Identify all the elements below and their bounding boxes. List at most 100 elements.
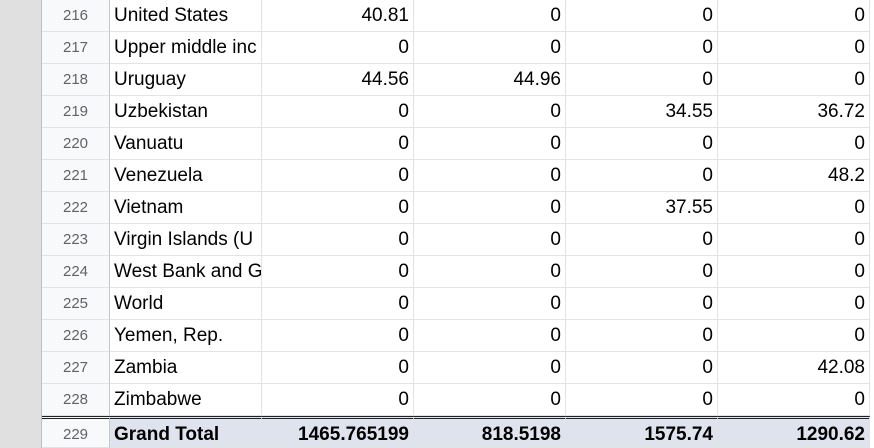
cell-value[interactable]: 44.96 [414,64,566,96]
table-row: 216 United States 40.81 0 0 0 [42,0,874,32]
cell-value[interactable]: 0 [414,128,566,160]
cell-name[interactable]: West Bank and G [110,256,262,288]
cell-value[interactable]: 0 [566,256,718,288]
table-row: 224 West Bank and G 0 0 0 0 [42,256,874,288]
cell-value[interactable]: 0 [262,384,414,416]
cell-value[interactable]: 34.55 [566,96,718,128]
cell-value[interactable]: 0 [718,32,870,64]
cell-value[interactable]: 0 [566,224,718,256]
row-header[interactable]: 221 [42,160,110,192]
cell-name[interactable]: Venezuela [110,160,262,192]
cell-value[interactable]: 40.81 [262,0,414,32]
cell-value[interactable]: 0 [566,32,718,64]
row-header[interactable]: 228 [42,384,110,416]
table-row: 219 Uzbekistan 0 0 34.55 36.72 [42,96,874,128]
cell-name[interactable]: Vietnam [110,192,262,224]
table-row: 220 Vanuatu 0 0 0 0 [42,128,874,160]
row-header[interactable]: 216 [42,0,110,32]
row-header[interactable]: 229 [42,416,110,448]
cell-value[interactable]: 0 [262,224,414,256]
cell-value[interactable]: 0 [718,320,870,352]
cell-value[interactable]: 0 [262,160,414,192]
cell-name[interactable]: Uzbekistan [110,96,262,128]
grand-total-row: 229 Grand Total 1465.765199 818.5198 157… [42,416,874,448]
cell-value[interactable]: 0 [566,64,718,96]
cell-value[interactable]: 0 [566,288,718,320]
cell-value[interactable]: 0 [566,320,718,352]
cell-value[interactable]: 0 [414,0,566,32]
cell-value[interactable]: 0 [262,128,414,160]
cell-value[interactable]: 0 [718,288,870,320]
cell-value[interactable]: 0 [414,256,566,288]
cell-value[interactable]: 0 [718,64,870,96]
cell-value[interactable]: 0 [718,384,870,416]
cell-value[interactable]: 0 [262,96,414,128]
table-row: 226 Yemen, Rep. 0 0 0 0 [42,320,874,352]
cell-value[interactable]: 48.2 [718,160,870,192]
row-header[interactable]: 225 [42,288,110,320]
cell-value[interactable]: 44.56 [262,64,414,96]
cell-value[interactable]: 0 [718,192,870,224]
cell-value[interactable]: 0 [262,32,414,64]
cell-value[interactable]: 0 [718,224,870,256]
cell-value[interactable]: 0 [414,352,566,384]
cell-name[interactable]: United States [110,0,262,32]
grand-total-value[interactable]: 818.5198 [414,416,566,448]
table-row: 217 Upper middle inc 0 0 0 0 [42,32,874,64]
cell-value[interactable]: 0 [414,320,566,352]
cell-value[interactable]: 0 [414,224,566,256]
left-gutter [0,0,42,448]
table-row: 228 Zimbabwe 0 0 0 0 [42,384,874,416]
cell-value[interactable]: 0 [414,288,566,320]
grand-total-value[interactable]: 1290.62 [718,416,870,448]
cell-value[interactable]: 36.72 [718,96,870,128]
cell-name[interactable]: Yemen, Rep. [110,320,262,352]
cell-value[interactable]: 0 [262,352,414,384]
cell-value[interactable]: 0 [414,32,566,64]
cell-name[interactable]: Zimbabwe [110,384,262,416]
cell-value[interactable]: 0 [566,352,718,384]
row-header[interactable]: 220 [42,128,110,160]
table-row: 223 Virgin Islands (U 0 0 0 0 [42,224,874,256]
cell-value[interactable]: 0 [262,256,414,288]
grand-total-label[interactable]: Grand Total [110,416,262,448]
cell-name[interactable]: Uruguay [110,64,262,96]
row-header[interactable]: 223 [42,224,110,256]
table-row: 227 Zambia 0 0 0 42.08 [42,352,874,384]
row-header[interactable]: 217 [42,32,110,64]
cell-value[interactable]: 0 [718,128,870,160]
cell-value[interactable]: 37.55 [566,192,718,224]
cell-value[interactable]: 0 [566,0,718,32]
cell-value[interactable]: 42.08 [718,352,870,384]
row-header[interactable]: 218 [42,64,110,96]
cell-name[interactable]: Zambia [110,352,262,384]
cell-value[interactable]: 0 [414,96,566,128]
cell-value[interactable]: 0 [414,160,566,192]
cell-value[interactable]: 0 [566,384,718,416]
row-header[interactable]: 227 [42,352,110,384]
cell-value[interactable]: 0 [414,192,566,224]
cell-name[interactable]: World [110,288,262,320]
row-header[interactable]: 224 [42,256,110,288]
cell-name[interactable]: Upper middle inc [110,32,262,64]
row-header[interactable]: 226 [42,320,110,352]
table-row: 218 Uruguay 44.56 44.96 0 0 [42,64,874,96]
cell-value[interactable]: 0 [262,288,414,320]
table-row: 222 Vietnam 0 0 37.55 0 [42,192,874,224]
grand-total-value[interactable]: 1465.765199 [262,416,414,448]
grand-total-value[interactable]: 1575.74 [566,416,718,448]
cell-value[interactable]: 0 [566,160,718,192]
row-header[interactable]: 222 [42,192,110,224]
cell-value[interactable]: 0 [566,128,718,160]
cell-value[interactable]: 0 [262,320,414,352]
cell-value[interactable]: 0 [262,192,414,224]
cell-name[interactable]: Vanuatu [110,128,262,160]
cell-name[interactable]: Virgin Islands (U [110,224,262,256]
table-row: 225 World 0 0 0 0 [42,288,874,320]
cell-value[interactable]: 0 [414,384,566,416]
spreadsheet-grid: 216 United States 40.81 0 0 0 217 Upper … [42,0,874,448]
table-row: 221 Venezuela 0 0 0 48.2 [42,160,874,192]
cell-value[interactable]: 0 [718,0,870,32]
row-header[interactable]: 219 [42,96,110,128]
cell-value[interactable]: 0 [718,256,870,288]
